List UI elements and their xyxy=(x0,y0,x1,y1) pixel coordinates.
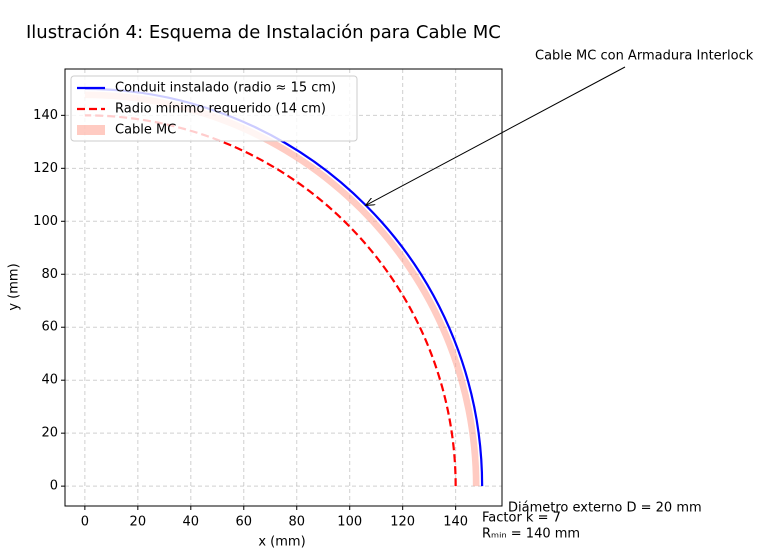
x-tick-label: 140 xyxy=(443,515,468,530)
y-axis-label: y (mm) xyxy=(7,263,22,310)
legend-box xyxy=(70,75,358,142)
arc-line xyxy=(84,114,457,487)
y-tick-label: 80 xyxy=(41,267,58,282)
x-tick-label: 100 xyxy=(337,515,362,530)
note: Factor k = 7 xyxy=(482,511,561,526)
x-tick-label: 0 xyxy=(81,515,89,530)
x-axis-label: x (mm) xyxy=(258,535,305,550)
plot-frame xyxy=(64,68,503,507)
y-tick-label: 140 xyxy=(33,108,58,123)
chart-title: Ilustración 4: Esquema de Instalación pa… xyxy=(26,22,501,43)
y-tick-label: 100 xyxy=(33,214,58,229)
y-tick-label: 40 xyxy=(41,373,58,388)
y-tick-label: 20 xyxy=(41,426,58,441)
annotation-text: Cable MC con Armadura Interlock xyxy=(535,49,754,64)
y-tick-label: 120 xyxy=(33,161,58,176)
legend-swatch xyxy=(77,125,105,135)
x-tick-label: 60 xyxy=(235,515,252,530)
cable-band xyxy=(84,91,480,487)
note: Diámetro externo D = 20 mm xyxy=(508,501,702,516)
annotation-arrow xyxy=(366,66,626,205)
x-tick-label: 120 xyxy=(390,515,415,530)
x-tick-label: 80 xyxy=(288,515,305,530)
legend-label: Conduit instalado (radio ≈ 15 cm) xyxy=(115,81,336,96)
y-tick-label: 60 xyxy=(41,320,58,335)
x-tick-label: 20 xyxy=(130,515,147,530)
x-tick-label: 40 xyxy=(183,515,200,530)
y-tick-label: 0 xyxy=(50,479,58,494)
legend-label: Cable MC xyxy=(115,123,176,138)
legend-label: Radio mínimo requerido (14 cm) xyxy=(115,102,326,117)
note: Rₘᵢₙ = 140 mm xyxy=(482,527,580,542)
